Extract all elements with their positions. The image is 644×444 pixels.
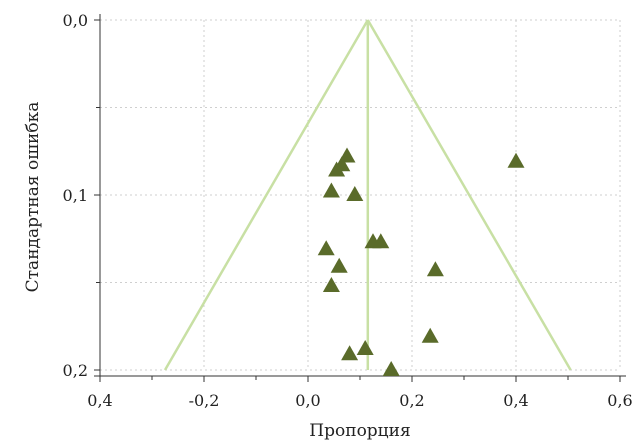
grid xyxy=(99,19,621,371)
funnel xyxy=(163,19,572,371)
data-point xyxy=(426,261,444,277)
data-point xyxy=(346,186,364,201)
x-axis-title: Пропорция xyxy=(309,421,410,441)
data-point xyxy=(382,361,400,376)
axes xyxy=(94,14,626,382)
x-tick-label: 0,4 xyxy=(503,391,528,410)
y-axis-title: Стандартная ошибка xyxy=(23,102,43,293)
funnel-right-boundary xyxy=(366,19,572,371)
x-tick-label: 0,2 xyxy=(399,391,424,410)
x-tick-label: -0,2 xyxy=(189,391,220,410)
funnel-left-boundary xyxy=(163,19,369,371)
data-points xyxy=(317,147,525,376)
y-tick-label: 0,0 xyxy=(63,11,88,30)
data-point xyxy=(341,345,359,361)
data-point xyxy=(328,161,346,177)
x-tick-label: 0,0 xyxy=(295,391,320,410)
x-tick-label: 0,6 xyxy=(607,391,632,410)
y-tick-label: 0,2 xyxy=(63,361,88,380)
y-tick-label: 0,1 xyxy=(63,186,88,205)
data-point xyxy=(322,277,340,292)
data-point xyxy=(372,233,390,249)
data-point xyxy=(330,257,348,273)
x-tick-label: 0,4 xyxy=(87,391,112,410)
tick-labels: 0,4 -0,2 0,0 0,2 0,4 0,6 0,0 0,1 0,2 xyxy=(63,11,633,410)
data-point xyxy=(317,240,335,256)
data-point xyxy=(421,327,439,343)
data-point xyxy=(356,340,374,355)
data-point xyxy=(507,152,525,168)
data-point xyxy=(322,182,340,198)
